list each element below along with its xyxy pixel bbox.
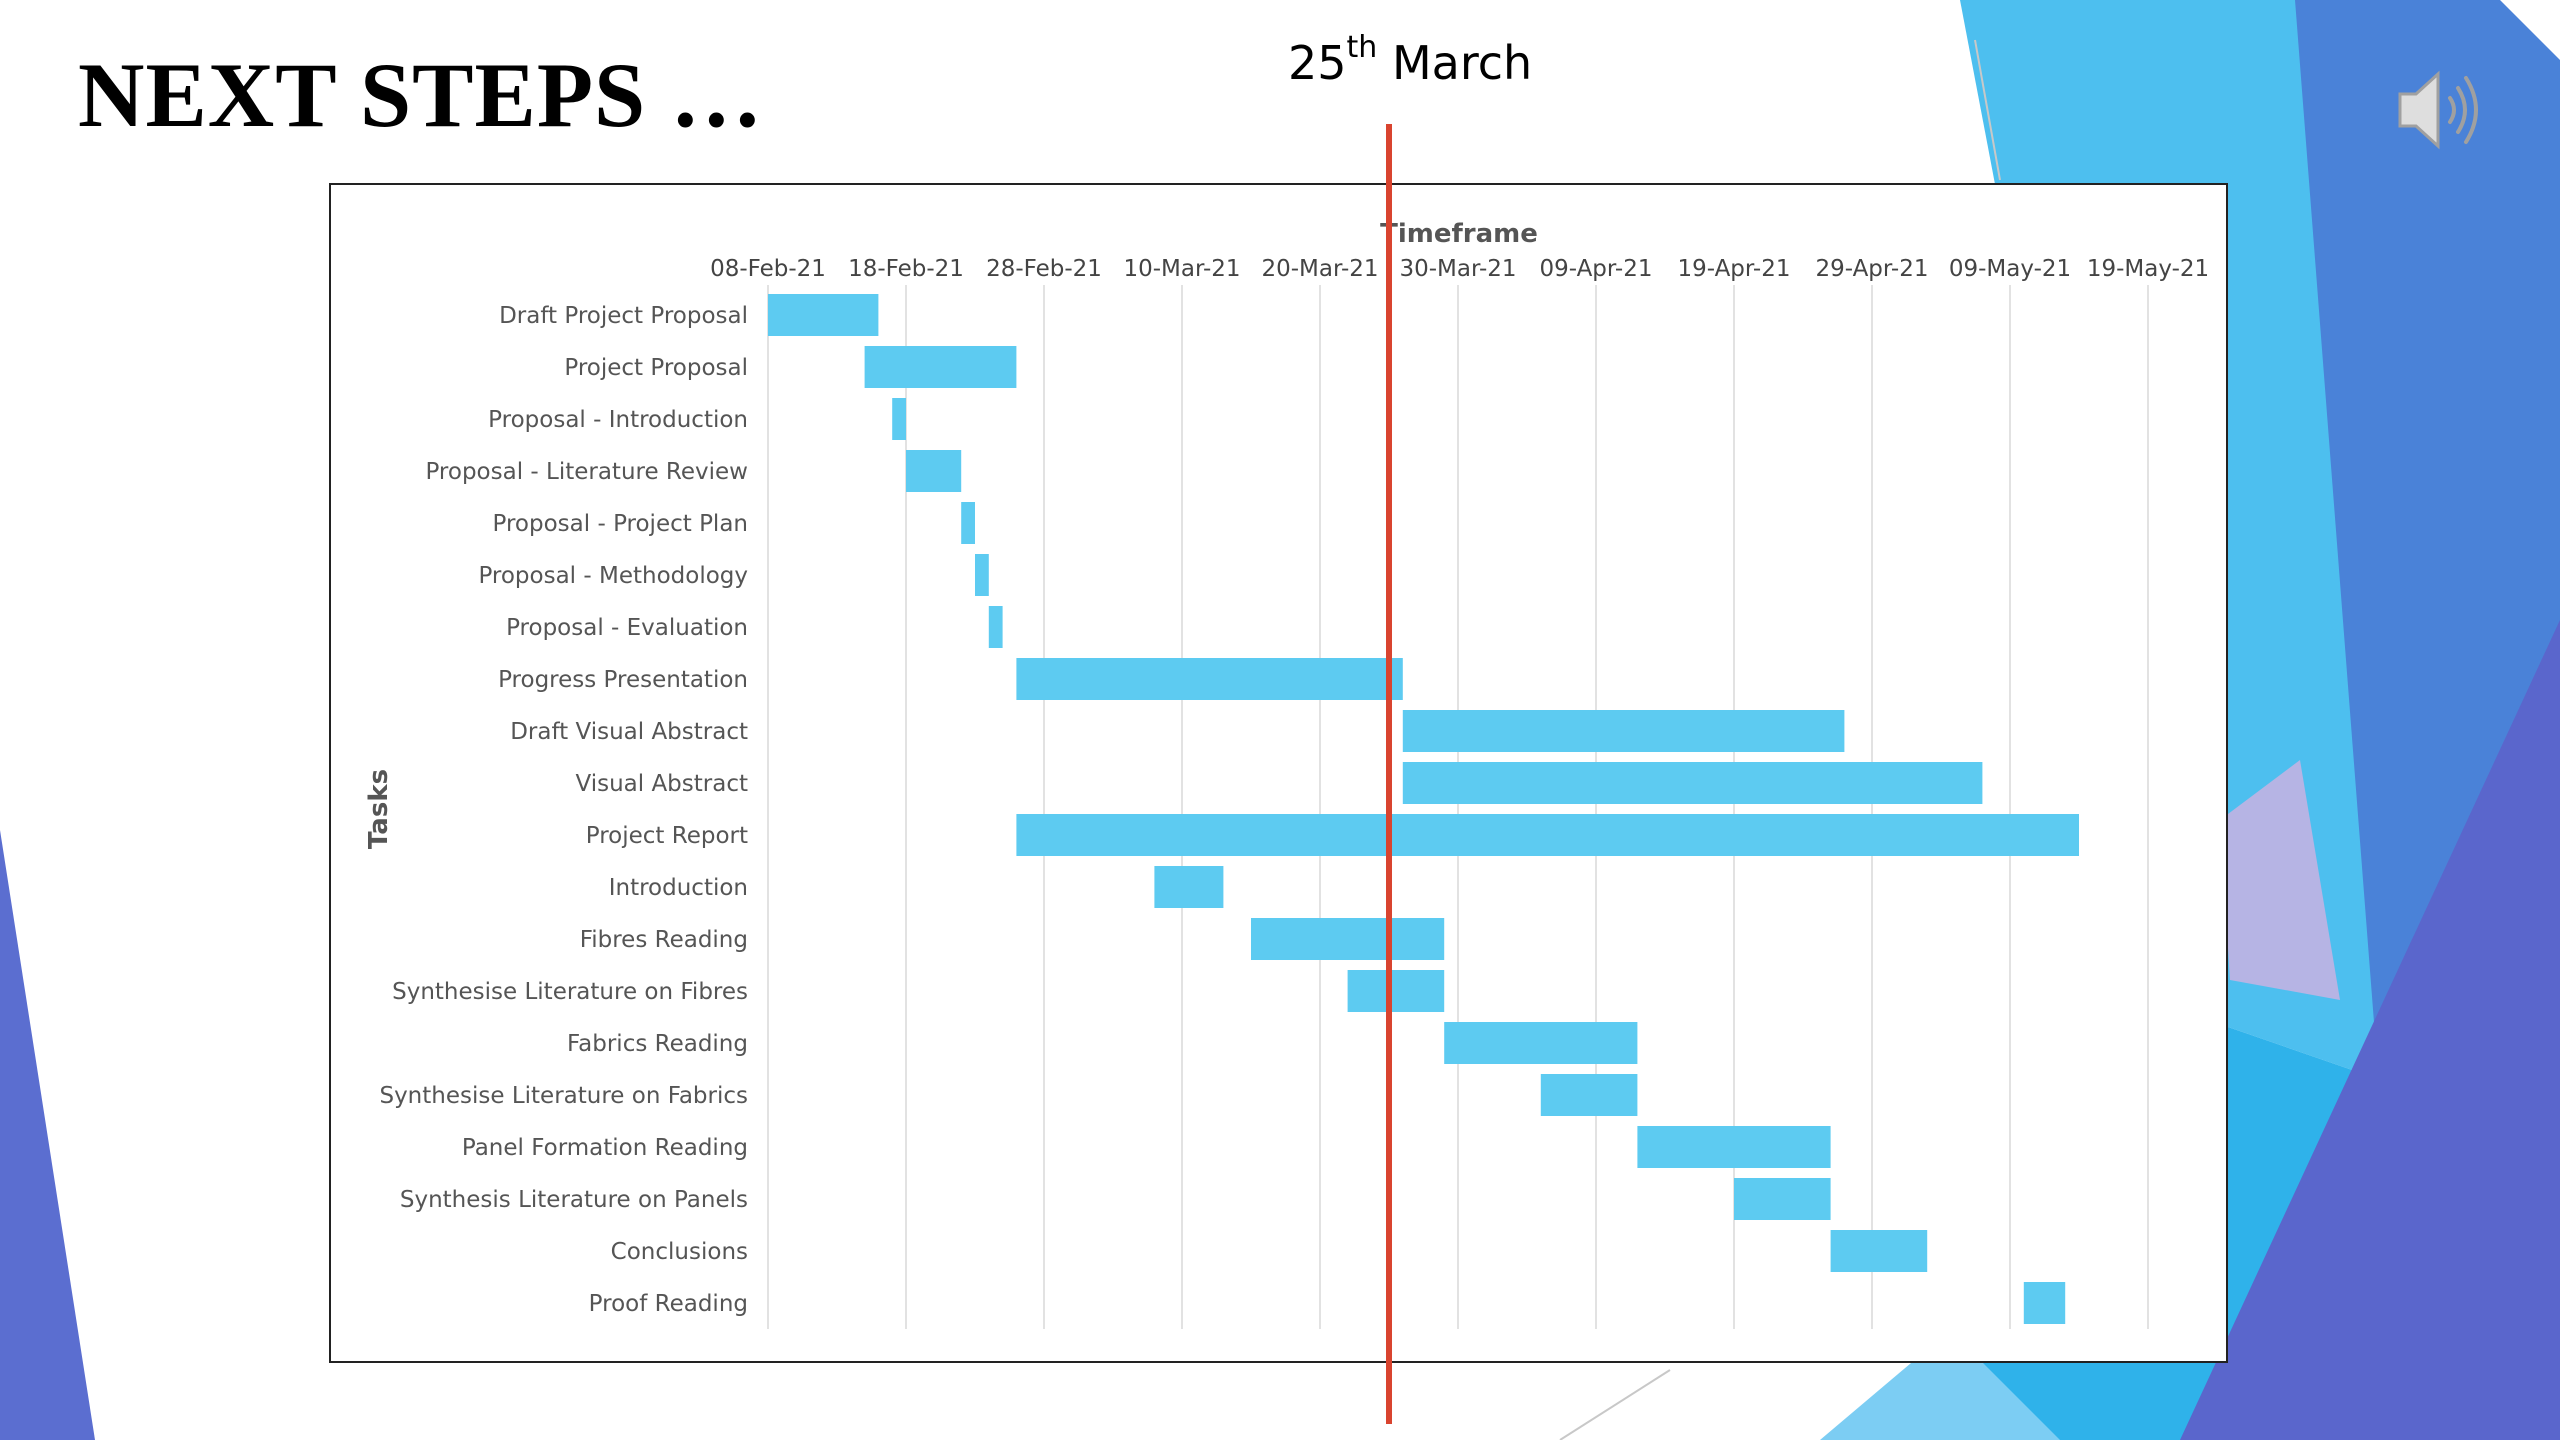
- task-label: Progress Presentation: [498, 667, 748, 693]
- gantt-chart-frame: Timeframe 08-Feb-21 18-Feb-21 28-Feb-21 10-M…: [329, 183, 2228, 1363]
- task-label: Introduction: [609, 875, 748, 901]
- decor-lavender-facet: [2220, 760, 2340, 1000]
- task-label: Fibres Reading: [580, 927, 748, 953]
- marker-date-label: 25th March: [1288, 33, 1533, 91]
- task-bar: [1734, 1178, 1831, 1220]
- task-bar: [2023, 1282, 2066, 1324]
- task-bar: [864, 346, 1017, 388]
- task-label: Draft Project Proposal: [499, 303, 748, 329]
- marker-day: 25: [1288, 36, 1347, 90]
- task-bar: [1444, 1022, 1638, 1064]
- speaker-volume-icon[interactable]: [2392, 64, 2484, 156]
- decor-left-corner: [0, 830, 95, 1440]
- task-bar: [1154, 866, 1224, 908]
- task-bar: [988, 606, 1003, 648]
- x-tick-label: 08-Feb-21: [710, 256, 826, 282]
- task-label: Proposal - Literature Review: [425, 459, 748, 485]
- decor-pale-facet: [1820, 1330, 2060, 1440]
- task-label: Fabrics Reading: [567, 1031, 748, 1057]
- x-tick-label: 30-Mar-21: [1399, 256, 1516, 282]
- task-bar: [906, 450, 962, 492]
- task-bar: [892, 398, 906, 440]
- x-tick-label: 28-Feb-21: [986, 256, 1102, 282]
- task-label: Project Report: [586, 823, 748, 849]
- task-bar: [961, 502, 975, 544]
- task-bar: [1540, 1074, 1638, 1116]
- x-tick-label: 18-Feb-21: [848, 256, 964, 282]
- task-label: Proposal - Project Plan: [493, 511, 748, 537]
- task-label: Proposal - Evaluation: [506, 615, 748, 641]
- task-label: Proposal - Methodology: [478, 563, 748, 589]
- decor-thin-line-bottom: [1559, 1369, 1671, 1440]
- x-tick-label: 29-Apr-21: [1816, 256, 1929, 282]
- x-tick-label: 09-Apr-21: [1540, 256, 1653, 282]
- task-bar: [1016, 658, 1403, 700]
- gantt-chart: Timeframe 08-Feb-21 18-Feb-21 28-Feb-21 10-M…: [364, 219, 2209, 1329]
- x-tick-label: 09-May-21: [1949, 256, 2071, 282]
- task-bar: [975, 554, 989, 596]
- task-label: Conclusions: [611, 1239, 748, 1265]
- task-label: Proof Reading: [589, 1291, 748, 1317]
- task-bar: [1402, 762, 1983, 804]
- chart-title: Timeframe: [1380, 219, 1538, 249]
- x-tick-label: 19-Apr-21: [1678, 256, 1791, 282]
- task-label: Synthesise Literature on Fabrics: [379, 1083, 748, 1109]
- slide-title: NEXT STEPS …: [78, 44, 764, 146]
- task-bar: [1347, 970, 1445, 1012]
- y-axis-title: Tasks: [364, 769, 394, 849]
- task-bar: [1637, 1126, 1831, 1168]
- task-label: Panel Formation Reading: [462, 1135, 748, 1161]
- decor-thin-line: [1974, 39, 2001, 181]
- x-tick-label: 19-May-21: [2087, 256, 2209, 282]
- x-tick-label: 20-Mar-21: [1261, 256, 1378, 282]
- task-bar: [1251, 918, 1445, 960]
- task-bar: [1830, 1230, 1928, 1272]
- task-label: Synthesis Literature on Panels: [400, 1187, 748, 1213]
- marker-month: March: [1391, 36, 1533, 90]
- task-bar: [1016, 814, 2079, 856]
- task-bar: [1402, 710, 1845, 752]
- task-label: Visual Abstract: [575, 771, 748, 797]
- task-label: Draft Visual Abstract: [510, 719, 748, 745]
- x-tick-label: 10-Mar-21: [1123, 256, 1240, 282]
- task-bar: [768, 294, 879, 336]
- decor-purple-band: [2180, 620, 2560, 1440]
- task-label: Synthesise Literature on Fibres: [392, 979, 748, 1005]
- task-label: Proposal - Introduction: [488, 407, 748, 433]
- task-label: Project Proposal: [564, 355, 748, 381]
- marker-day-suffix: th: [1346, 30, 1378, 65]
